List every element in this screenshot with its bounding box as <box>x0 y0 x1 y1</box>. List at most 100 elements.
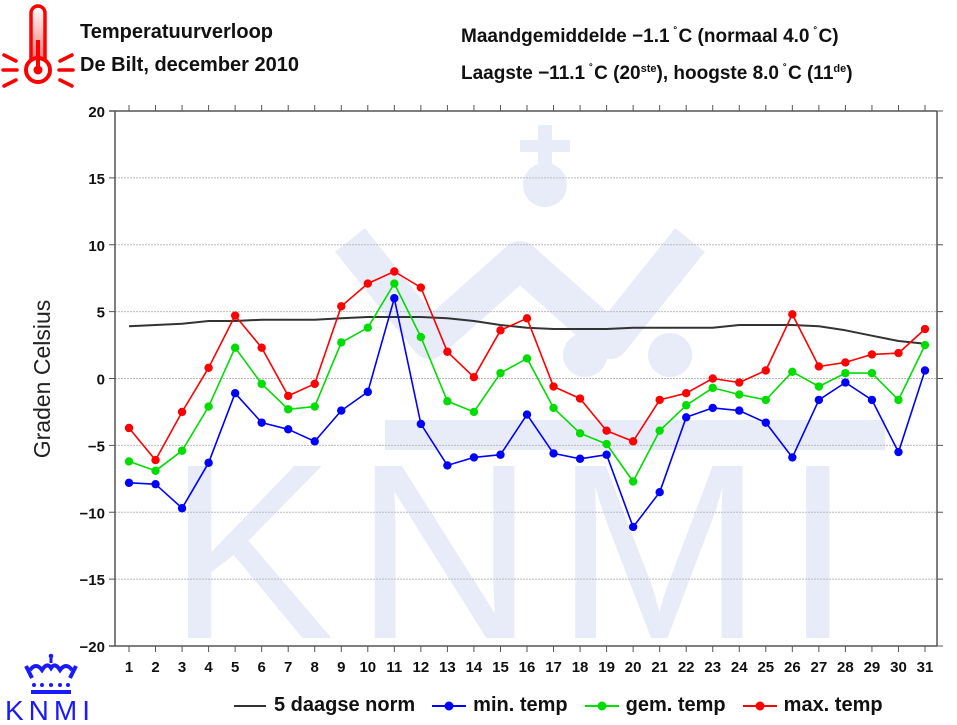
legend-item-norm: 5 daagse norm <box>232 694 415 717</box>
data-series <box>124 267 930 532</box>
svg-text:31: 31 <box>917 659 934 676</box>
data-point <box>522 410 532 419</box>
data-point <box>920 324 930 334</box>
svg-text:2: 2 <box>151 659 159 676</box>
svg-text:14: 14 <box>466 659 483 676</box>
data-point <box>416 419 426 429</box>
svg-text:17: 17 <box>545 659 562 676</box>
chart-title: Temperatuurverloop <box>80 21 273 43</box>
y-axis-label: Graden Celsius <box>29 300 55 459</box>
data-point <box>469 372 479 382</box>
svg-text:12: 12 <box>413 659 430 676</box>
data-point <box>894 395 903 405</box>
data-point <box>390 267 399 276</box>
svg-text:15: 15 <box>88 171 105 188</box>
data-point <box>814 382 824 391</box>
svg-text:26: 26 <box>784 659 801 676</box>
svg-text:−10: −10 <box>80 505 105 522</box>
data-point <box>310 437 319 446</box>
legend-item-max: max. temp <box>742 694 883 717</box>
legend-item-min: min. temp <box>431 694 568 717</box>
svg-text:20: 20 <box>88 104 105 121</box>
series-max-temp <box>124 267 930 465</box>
svg-text:8: 8 <box>311 659 319 676</box>
svg-text:25: 25 <box>757 659 774 676</box>
knmi-watermark: KNMI <box>168 125 885 690</box>
series-gem-temp <box>124 279 930 486</box>
data-point <box>469 407 479 417</box>
data-point <box>416 332 426 342</box>
data-point <box>522 314 532 323</box>
svg-text:22: 22 <box>678 659 695 676</box>
svg-text:5: 5 <box>97 305 105 322</box>
data-point <box>575 394 585 403</box>
data-point <box>788 453 797 462</box>
knmi-logo: KNMI <box>5 653 90 722</box>
svg-text:10: 10 <box>359 659 376 676</box>
stats-block: Maandgemiddelde −1.1 ˚C (normaal 4.0 ˚C) L… <box>461 16 853 90</box>
data-point <box>284 391 293 401</box>
data-point <box>655 426 664 435</box>
svg-text:29: 29 <box>864 659 881 676</box>
data-point <box>735 406 744 415</box>
data-point <box>628 437 638 446</box>
data-point <box>841 378 850 387</box>
data-point <box>204 402 213 411</box>
svg-text:11: 11 <box>386 659 402 676</box>
svg-text:1: 1 <box>125 659 133 676</box>
data-point <box>522 354 532 363</box>
data-point <box>363 323 372 332</box>
data-point <box>257 343 266 352</box>
gridlines <box>115 177 937 580</box>
svg-text:9: 9 <box>337 659 345 676</box>
data-point <box>761 418 770 427</box>
data-point <box>230 389 240 398</box>
data-point <box>469 453 479 462</box>
legend-min-marker-icon <box>432 701 467 710</box>
data-point <box>363 387 372 397</box>
data-point <box>735 378 744 387</box>
svg-text:KNMI: KNMI <box>168 412 873 690</box>
data-point <box>416 283 426 292</box>
svg-text:3: 3 <box>178 659 186 676</box>
svg-text:28: 28 <box>837 659 854 676</box>
data-point <box>602 439 611 449</box>
data-point <box>549 403 558 413</box>
data-point <box>920 340 930 350</box>
series-5-daagse-norm <box>128 316 926 345</box>
data-point <box>390 294 399 303</box>
data-point <box>867 395 877 405</box>
data-point <box>177 504 187 513</box>
data-point <box>549 382 558 391</box>
data-point <box>867 350 877 359</box>
data-point <box>443 461 452 470</box>
crown-icon <box>24 653 78 694</box>
data-point <box>920 366 930 375</box>
data-point <box>841 368 850 378</box>
data-point <box>204 363 213 372</box>
data-point <box>894 447 903 457</box>
data-point <box>682 401 691 410</box>
series-min-temp <box>124 294 930 532</box>
data-point <box>124 478 134 488</box>
legend-gem-marker-icon <box>584 701 619 710</box>
svg-text:18: 18 <box>572 659 589 676</box>
svg-text:0: 0 <box>97 372 105 389</box>
data-point <box>363 279 372 288</box>
svg-text:19: 19 <box>598 659 615 676</box>
data-point <box>708 374 717 383</box>
svg-text:5: 5 <box>231 659 239 676</box>
data-point <box>390 279 399 288</box>
data-point <box>761 395 770 405</box>
data-point <box>655 395 664 405</box>
data-point <box>337 338 346 347</box>
data-point <box>814 395 824 405</box>
data-point <box>177 407 187 417</box>
data-point <box>682 389 691 398</box>
data-point <box>761 366 770 375</box>
data-point <box>841 358 850 367</box>
svg-text:7: 7 <box>284 659 292 676</box>
svg-text:30: 30 <box>890 659 907 676</box>
data-point <box>655 487 664 497</box>
